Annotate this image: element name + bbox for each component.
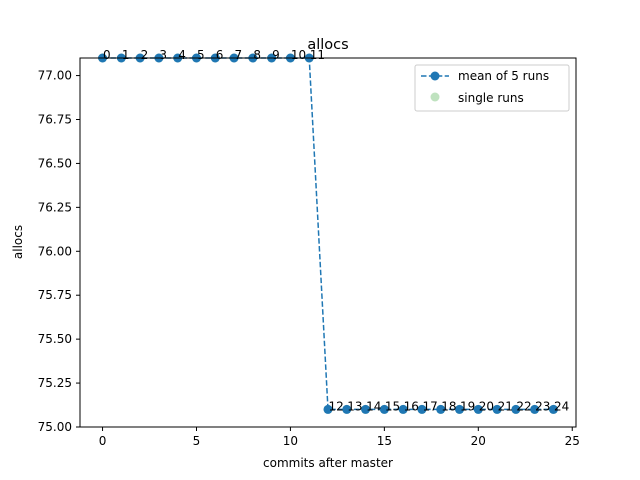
legend: mean of 5 runs single runs — [414, 64, 570, 112]
point-label: 22 — [516, 399, 531, 413]
y-axis-label: allocs — [11, 225, 25, 259]
y-tick-label: 76.75 — [38, 113, 72, 127]
y-tick-label: 76.50 — [38, 156, 72, 170]
axes-frame — [79, 57, 577, 428]
point-label: 11 — [310, 48, 325, 62]
x-axis-label: commits after master — [263, 456, 393, 470]
x-tick-label: 10 — [283, 434, 298, 448]
mean-point — [342, 404, 352, 414]
y-tick-label: 75.75 — [38, 288, 72, 302]
mean-point — [398, 404, 408, 414]
x-tick-label: 5 — [193, 434, 201, 448]
point-label: 15 — [385, 399, 400, 413]
point-label: 18 — [441, 399, 456, 413]
point-label: 6 — [216, 48, 224, 62]
x-tick-label: 25 — [565, 434, 580, 448]
mean-point — [436, 404, 446, 414]
x-axis: 0 5 10 15 20 25 — [99, 427, 580, 448]
x-tick-label: 0 — [99, 434, 107, 448]
point-label: 10 — [291, 48, 306, 62]
x-tick-label: 15 — [377, 434, 392, 448]
y-tick-label: 75.50 — [38, 332, 72, 346]
mean-point — [530, 404, 540, 414]
point-label: 19 — [460, 399, 475, 413]
mean-point — [417, 404, 427, 414]
point-label: 21 — [498, 399, 513, 413]
point-label: 12 — [329, 399, 344, 413]
chart-title: allocs — [307, 37, 348, 53]
y-tick-label: 76.00 — [38, 244, 72, 258]
point-label: 16 — [404, 399, 419, 413]
legend-box — [414, 64, 570, 112]
y-axis: 75.00 75.25 75.50 75.75 76.00 76.25 76.50 76.75… — [38, 69, 80, 434]
point-label: 1 — [122, 48, 130, 62]
y-tick-label: 75.00 — [38, 420, 72, 434]
legend-marker-mean — [430, 71, 440, 81]
legend-marker-single — [430, 92, 440, 102]
point-label: 13 — [347, 399, 362, 413]
mean-point — [379, 404, 389, 414]
point-label: 4 — [178, 48, 186, 62]
mean-point — [511, 404, 521, 414]
point-label: 9 — [272, 48, 280, 62]
point-label: 24 — [554, 399, 569, 413]
mean-point — [455, 404, 465, 414]
point-label: 5 — [197, 48, 205, 62]
mean-point — [492, 404, 502, 414]
point-label: 2 — [141, 48, 149, 62]
legend-label-single: single runs — [458, 91, 524, 105]
point-label: 0 — [103, 48, 111, 62]
point-label: 8 — [253, 48, 261, 62]
point-label: 14 — [366, 399, 381, 413]
mean-point — [323, 404, 333, 414]
legend-label-mean: mean of 5 runs — [458, 69, 549, 83]
mean-point — [473, 404, 483, 414]
point-label: 23 — [535, 399, 550, 413]
y-tick-label: 75.25 — [38, 376, 72, 390]
y-tick-label: 76.25 — [38, 200, 72, 214]
mean-point — [361, 404, 371, 414]
point-label: 7 — [235, 48, 243, 62]
point-label: 20 — [479, 399, 494, 413]
point-label: 3 — [159, 48, 167, 62]
x-tick-label: 20 — [471, 434, 486, 448]
mean-point — [548, 404, 558, 414]
y-tick-label: 77.00 — [38, 69, 72, 83]
point-label: 17 — [422, 399, 437, 413]
